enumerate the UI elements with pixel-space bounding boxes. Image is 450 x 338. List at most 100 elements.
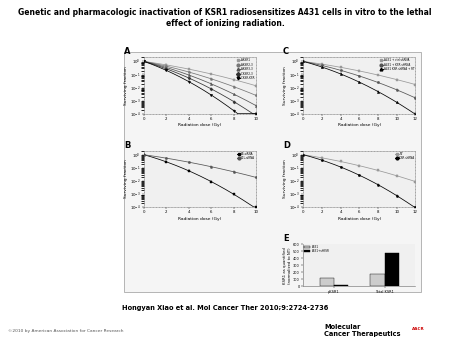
Bar	[334, 285, 348, 286]
Point	[374, 168, 382, 173]
Legend: A-KSR1, A-KSR2-3, A-KSR3-3, C-KSR2-3, C-KSR-KSR: A-KSR1, A-KSR2-3, A-KSR3-3, C-KSR2-3, C-…	[236, 58, 256, 80]
Point	[337, 65, 344, 70]
Point	[140, 59, 148, 64]
Point	[208, 76, 215, 81]
Text: C: C	[283, 47, 289, 56]
Point	[374, 72, 382, 78]
Point	[252, 175, 260, 180]
Point	[412, 179, 419, 184]
Point	[252, 103, 260, 108]
Point	[252, 93, 260, 98]
Point	[140, 59, 148, 64]
Point	[356, 68, 363, 74]
Text: E: E	[283, 234, 288, 243]
Point	[393, 87, 400, 93]
Text: Molecular
Cancer Therapeutics: Molecular Cancer Therapeutics	[324, 324, 400, 337]
Point	[300, 152, 307, 158]
Point	[185, 79, 193, 84]
Point	[300, 59, 307, 64]
Point	[185, 168, 193, 173]
Point	[185, 160, 193, 165]
Point	[356, 172, 363, 178]
Point	[412, 95, 419, 101]
Y-axis label: Surviving fraction: Surviving fraction	[124, 160, 128, 198]
Point	[208, 71, 215, 77]
Point	[356, 79, 363, 85]
Point	[163, 155, 170, 161]
Point	[163, 66, 170, 72]
Point	[393, 100, 400, 105]
Point	[393, 173, 400, 178]
Point	[412, 204, 419, 210]
Point	[163, 64, 170, 69]
Point	[318, 62, 325, 67]
Text: AACR: AACR	[412, 327, 424, 331]
Point	[356, 163, 363, 168]
Point	[230, 77, 237, 82]
Text: D: D	[283, 141, 290, 150]
Point	[230, 99, 237, 104]
Point	[230, 108, 237, 113]
Point	[230, 84, 237, 89]
Legend: A431, A431+shKSR: A431, A431+shKSR	[304, 245, 330, 254]
Text: B: B	[124, 141, 130, 150]
X-axis label: Radiation dose (Gy): Radiation dose (Gy)	[338, 217, 381, 221]
Legend: A431 + ctrl shRNA, A431 + KSR shRNA, A431 KSR shRNA + RT: A431 + ctrl shRNA, A431 + KSR shRNA, A43…	[379, 58, 415, 71]
Y-axis label: Surviving fraction: Surviving fraction	[283, 66, 287, 105]
Point	[208, 164, 215, 169]
Point	[252, 111, 260, 116]
Point	[337, 164, 344, 170]
Point	[163, 68, 170, 73]
Text: A: A	[124, 47, 130, 56]
Point	[140, 152, 148, 158]
Point	[337, 159, 344, 164]
Point	[208, 179, 215, 184]
Point	[300, 59, 307, 64]
X-axis label: Radiation dose (Gy): Radiation dose (Gy)	[338, 123, 381, 127]
Text: ©2010 by American Association for Cancer Research: ©2010 by American Association for Cancer…	[8, 329, 124, 333]
Bar	[320, 278, 334, 286]
X-axis label: Radiation dose (Gy): Radiation dose (Gy)	[179, 123, 222, 127]
Point	[140, 59, 148, 64]
Y-axis label: Surviving fraction: Surviving fraction	[124, 66, 128, 105]
Point	[163, 65, 170, 70]
Point	[337, 71, 344, 77]
Point	[230, 91, 237, 97]
Point	[140, 152, 148, 158]
Point	[318, 158, 325, 163]
Point	[208, 81, 215, 87]
Y-axis label: Surviving fraction: Surviving fraction	[283, 160, 287, 198]
Point	[185, 75, 193, 81]
Text: Hongyan Xiao et al. Mol Cancer Ther 2010;9:2724-2736: Hongyan Xiao et al. Mol Cancer Ther 2010…	[122, 305, 328, 311]
Point	[252, 83, 260, 89]
Point	[412, 82, 419, 87]
Point	[163, 62, 170, 68]
Point	[230, 192, 237, 197]
Point	[318, 155, 325, 161]
Text: Genetic and pharmacologic inactivation of KSR1 radiosensitizes A431 cells in vit: Genetic and pharmacologic inactivation o…	[18, 8, 432, 28]
Legend: NT, KSR shRNA: NT, KSR shRNA	[395, 151, 415, 160]
Point	[252, 204, 260, 210]
Point	[393, 193, 400, 198]
Point	[356, 73, 363, 79]
Point	[208, 86, 215, 92]
Point	[185, 72, 193, 78]
Point	[252, 111, 260, 116]
Point	[140, 59, 148, 64]
Point	[374, 89, 382, 94]
Legend: AS-siRNA, CTL-siRNA: AS-siRNA, CTL-siRNA	[237, 151, 256, 160]
Point	[140, 59, 148, 64]
Point	[318, 63, 325, 68]
Point	[208, 92, 215, 98]
Point	[412, 111, 419, 116]
Y-axis label: KSR1 as quantified
(normalized to NT): KSR1 as quantified (normalized to NT)	[283, 247, 292, 284]
Bar	[385, 252, 399, 286]
Point	[230, 169, 237, 174]
Point	[300, 152, 307, 158]
Point	[337, 68, 344, 73]
Point	[318, 64, 325, 70]
X-axis label: Radiation dose (Gy): Radiation dose (Gy)	[179, 217, 222, 221]
Point	[374, 182, 382, 187]
Point	[374, 80, 382, 85]
Point	[300, 59, 307, 64]
